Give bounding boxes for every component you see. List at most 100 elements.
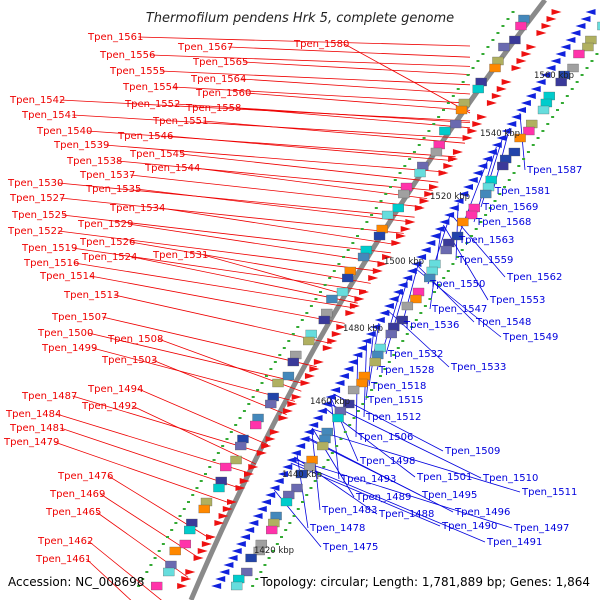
gene-label-minus[interactable]: Tpen_1550 — [429, 279, 485, 290]
gene-label-plus[interactable]: Tpen_1526 — [79, 237, 135, 248]
gene-label-minus[interactable]: Tpen_1496 — [454, 507, 510, 518]
track-tick — [141, 578, 145, 580]
gene-label-minus[interactable]: Tpen_1553 — [489, 295, 545, 306]
gene-label-minus[interactable]: Tpen_1587 — [526, 165, 582, 176]
gene-label-plus[interactable]: Tpen_1484 — [5, 409, 61, 420]
gene-label-plus[interactable]: Tpen_1494 — [87, 384, 143, 395]
gene-label-plus[interactable]: Tpen_1476 — [57, 471, 113, 482]
gene-label-minus[interactable]: Tpen_1533 — [450, 362, 506, 373]
gene-label-plus[interactable]: Tpen_1535 — [85, 184, 141, 195]
gene-label-minus[interactable]: Tpen_1483 — [321, 505, 377, 516]
gene-label-minus[interactable]: Tpen_1563 — [458, 235, 514, 246]
label-connector-plus — [132, 405, 257, 465]
gene-label-minus[interactable]: Tpen_1493 — [340, 474, 396, 485]
gene-label-minus[interactable]: Tpen_1548 — [475, 317, 531, 328]
gene-arrow-minus — [550, 58, 561, 64]
gene-label-minus[interactable]: Tpen_1549 — [502, 332, 558, 343]
scale-tick-label: 1460 kbp — [310, 397, 350, 407]
gene-label-plus[interactable]: Tpen_1507 — [51, 312, 107, 323]
gene-label-minus[interactable]: Tpen_1510 — [482, 473, 538, 484]
gene-label-plus[interactable]: Tpen_1500 — [37, 328, 93, 339]
gene-label-plus[interactable]: Tpen_1537 — [79, 170, 135, 181]
gene-label-plus[interactable]: Tpen_1551 — [152, 116, 208, 127]
gene-label-minus[interactable]: Tpen_1489 — [355, 492, 411, 503]
gene-label-minus[interactable]: Tpen_1495 — [421, 490, 477, 501]
gene-label-plus[interactable]: Tpen_1554 — [122, 82, 178, 93]
gene-label-plus[interactable]: Tpen_1539 — [53, 140, 109, 151]
label-connector-plus — [136, 188, 412, 223]
gene-label-minus[interactable]: Tpen_1475 — [322, 542, 378, 553]
gene-label-plus[interactable]: Tpen_1555 — [109, 66, 165, 77]
gene-label-plus[interactable]: Tpen_1524 — [81, 252, 137, 263]
gene-label-plus[interactable]: Tpen_1565 — [192, 57, 248, 68]
gene-label-plus[interactable]: Tpen_1508 — [107, 334, 163, 345]
gene-label-minus[interactable]: Tpen_1511 — [521, 487, 577, 498]
gene-label-plus[interactable]: Tpen_1541 — [21, 110, 77, 121]
gene-label-plus[interactable]: Tpen_1487 — [21, 391, 77, 402]
gene-label-minus[interactable]: Tpen_1488 — [378, 509, 434, 520]
gene-label-minus[interactable]: Tpen_1501 — [416, 472, 472, 483]
gene-box-plus — [400, 182, 413, 192]
track-tick — [314, 298, 318, 300]
gene-label-minus[interactable]: Tpen_1497 — [513, 523, 569, 534]
gene-label-plus[interactable]: Tpen_1469 — [49, 489, 105, 500]
gene-label-minus[interactable]: Tpen_1562 — [506, 272, 562, 283]
gene-label-plus[interactable]: Tpen_1461 — [35, 554, 91, 565]
gene-label-plus[interactable]: Tpen_1503 — [101, 355, 157, 366]
gene-label-minus[interactable]: Tpen_1528 — [378, 365, 434, 376]
gene-box-minus — [523, 126, 535, 136]
gene-label-plus[interactable]: Tpen_1516 — [23, 258, 79, 269]
gene-label-plus[interactable]: Tpen_1465 — [45, 507, 101, 518]
gene-label-minus[interactable]: Tpen_1490 — [441, 521, 497, 532]
gene-label-minus[interactable]: Tpen_1559 — [457, 255, 513, 266]
gene-label-minus[interactable]: Tpen_1498 — [359, 456, 415, 467]
gene-label-plus[interactable]: Tpen_1580 — [293, 39, 349, 50]
gene-label-plus[interactable]: Tpen_1531 — [152, 250, 208, 261]
gene-label-plus[interactable]: Tpen_1479 — [3, 437, 59, 448]
gene-label-plus[interactable]: Tpen_1462 — [37, 536, 93, 547]
gene-label-minus[interactable]: Tpen_1568 — [475, 217, 531, 228]
gene-label-plus[interactable]: Tpen_1542 — [9, 95, 65, 106]
track-tick — [398, 172, 402, 174]
gene-label-plus[interactable]: Tpen_1499 — [41, 343, 97, 354]
gene-label-plus[interactable]: Tpen_1529 — [77, 219, 133, 230]
gene-label-plus[interactable]: Tpen_1530 — [7, 178, 63, 189]
gene-label-plus[interactable]: Tpen_1527 — [9, 193, 65, 204]
track-tick — [575, 81, 579, 83]
gene-label-plus[interactable]: Tpen_1525 — [11, 210, 67, 221]
gene-label-plus[interactable]: Tpen_1558 — [185, 103, 241, 114]
gene-label-plus[interactable]: Tpen_1492 — [81, 401, 137, 412]
gene-label-plus[interactable]: Tpen_1513 — [63, 290, 119, 301]
gene-label-plus[interactable]: Tpen_1514 — [39, 271, 95, 282]
gene-arrow-plus — [400, 226, 411, 232]
gene-label-plus[interactable]: Tpen_1552 — [124, 99, 180, 110]
gene-label-plus[interactable]: Tpen_1567 — [177, 42, 233, 53]
gene-label-minus[interactable]: Tpen_1569 — [482, 202, 538, 213]
gene-label-plus[interactable]: Tpen_1560 — [195, 88, 251, 99]
gene-label-plus[interactable]: Tpen_1561 — [87, 32, 143, 43]
gene-label-plus[interactable]: Tpen_1564 — [190, 74, 246, 85]
gene-label-plus[interactable]: Tpen_1522 — [7, 226, 63, 237]
gene-label-plus[interactable]: Tpen_1534 — [109, 203, 165, 214]
gene-label-minus[interactable]: Tpen_1512 — [365, 412, 421, 423]
gene-label-plus[interactable]: Tpen_1540 — [36, 126, 92, 137]
gene-label-minus[interactable]: Tpen_1547 — [431, 304, 487, 315]
gene-label-plus[interactable]: Tpen_1545 — [129, 149, 185, 160]
gene-labels[interactable]: Tpen_1561 Tpen_1567 Tpen_1556 Tpen_1565 Tpen… — [3, 32, 582, 565]
gene-label-minus[interactable]: Tpen_1478 — [309, 523, 365, 534]
gene-label-plus[interactable]: Tpen_1544 — [144, 163, 200, 174]
gene-label-minus[interactable]: Tpen_1518 — [370, 381, 426, 392]
gene-label-plus[interactable]: Tpen_1538 — [66, 156, 122, 167]
gene-label-minus[interactable]: Tpen_1536 — [403, 320, 459, 331]
gene-label-minus[interactable]: Tpen_1506 — [357, 432, 413, 443]
track-tick — [496, 32, 500, 34]
gene-label-minus[interactable]: Tpen_1532 — [387, 349, 443, 360]
gene-label-minus[interactable]: Tpen_1491 — [486, 537, 542, 548]
gene-label-minus[interactable]: Tpen_1509 — [444, 446, 500, 457]
gene-label-plus[interactable]: Tpen_1556 — [99, 50, 155, 61]
gene-label-minus[interactable]: Tpen_1581 — [494, 186, 550, 197]
gene-label-minus[interactable]: Tpen_1515 — [367, 395, 423, 406]
gene-label-plus[interactable]: Tpen_1481 — [9, 423, 65, 434]
gene-label-plus[interactable]: Tpen_1519 — [21, 243, 77, 254]
gene-label-plus[interactable]: Tpen_1546 — [117, 131, 173, 142]
